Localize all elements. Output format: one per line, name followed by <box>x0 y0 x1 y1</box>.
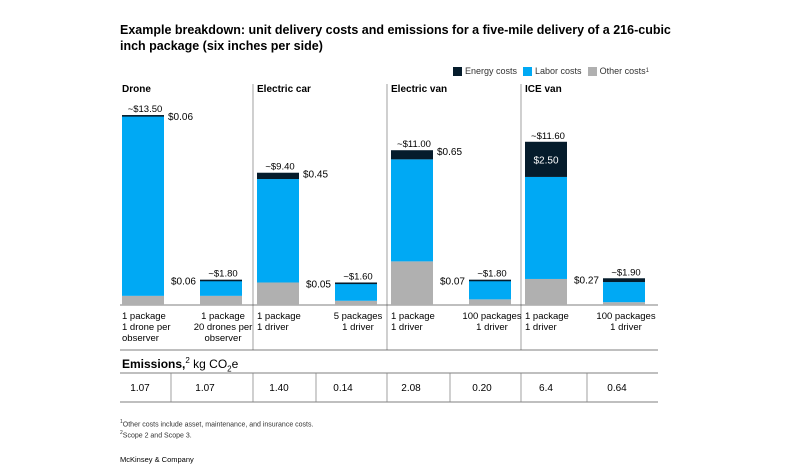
drone-bar-1-category-line-3: observer <box>122 333 159 344</box>
legend-label-labor: Labor costs <box>535 66 582 76</box>
ice-van-bar-2-category-line-1: 100 packages <box>596 311 655 322</box>
group-title-drone: Drone <box>122 84 151 95</box>
legend-item-labor: Labor costs <box>523 66 582 76</box>
group-title-ice-van: ICE van <box>525 84 562 95</box>
chart-title: Example breakdown: unit delivery costs a… <box>120 23 671 53</box>
footnote-2: 2Scope 2 and Scope 3. <box>120 429 313 440</box>
legend-item-other: Other costs 1 <box>587 66 649 76</box>
electric-van-bar-1-category-line-2: 1 driver <box>391 322 423 333</box>
ice-van-bar-1-total-label: ~$11.60 <box>531 131 565 142</box>
drone-bar-2-total-label: ~$1.80 <box>208 269 237 280</box>
brand-logo-text: McKinsey & Company <box>120 455 194 464</box>
electric-van-bar-2-emissions-value: 0.20 <box>472 383 492 394</box>
electric-car-bar-2-total-label: ~$1.60 <box>343 271 372 282</box>
emissions-label-text: Emissions, <box>122 357 186 371</box>
footnotes: 1Other costs include asset, maintenance,… <box>120 418 313 441</box>
electric-car-bar-2-emissions-value: 0.14 <box>333 383 353 394</box>
electric-car-bar-1-total-label: ~$9.40 <box>265 162 294 173</box>
group-title-electric-car: Electric car <box>257 84 311 95</box>
drone-bar-2-category-line-3: observer <box>205 333 242 344</box>
ice-van-bar-2-emissions-value: 0.64 <box>607 383 627 394</box>
ice-van-bar-2-other-segment <box>603 302 645 305</box>
legend-swatch-other <box>587 66 597 76</box>
electric-car-bar-1-energy-segment <box>257 172 299 180</box>
drone-bar-1-other-segment <box>122 295 164 305</box>
electric-van-bar-2-energy-label: $0.07 <box>440 277 465 288</box>
drone-bar-1-energy-label: $0.06 <box>168 112 193 123</box>
drone-bar-1-labor-segment <box>122 115 164 296</box>
emissions-unit: kg CO <box>193 357 228 371</box>
electric-van-bar-2-labor-segment <box>469 280 511 300</box>
electric-car-bar-2-other-segment <box>335 300 377 305</box>
electric-van-bar-1-category-line-1: 1 package <box>391 311 435 322</box>
drone-bar-2-energy-label: $0.06 <box>171 277 196 288</box>
footnote-1-mark: 1 <box>120 419 123 425</box>
drone-bar-1-total-label: ~$13.50 <box>128 104 163 115</box>
legend-label-energy: Energy costs <box>465 66 518 76</box>
drone-bar-2-labor-segment <box>200 280 242 296</box>
electric-car-bar-2-energy-segment <box>335 282 377 285</box>
footnote-1-text: Other costs include asset, maintenance, … <box>122 421 314 429</box>
ice-van-bar-1-emissions-value: 6.4 <box>539 383 553 394</box>
electric-car-bar-2-category-line-2: 1 driver <box>342 322 374 333</box>
footnote-2-mark: 2 <box>120 430 123 437</box>
electric-van-bar-2-other-segment <box>469 299 511 305</box>
electric-van-bar-1-energy-segment <box>391 150 433 160</box>
ice-van-bar-2-energy-segment <box>603 278 645 283</box>
electric-van-bar-1-total-label: ~$11.00 <box>397 139 431 150</box>
drone-bar-2-category-line-2: 20 drones per <box>194 322 253 333</box>
drone-bar-1-category-line-2: 1 drone per <box>122 322 171 333</box>
ice-van-bar-1-category-line-1: 1 package <box>525 311 569 322</box>
ice-van-bar-1-energy-label: $2.50 <box>533 155 558 166</box>
drone-bar-1-category-line-1: 1 package <box>122 311 166 322</box>
electric-van-bar-1-labor-segment <box>391 159 433 262</box>
electric-van-bar-2-total-label: ~$1.80 <box>477 269 506 280</box>
electric-van-bar-1-emissions-value: 2.08 <box>401 383 421 394</box>
electric-car-bar-2-energy-label: $0.05 <box>306 279 331 290</box>
chart-legend: Energy costs Labor costs Other costs 1 <box>453 64 655 78</box>
electric-car-bar-1-category-line-2: 1 driver <box>257 322 289 333</box>
ice-van-bar-1-other-segment <box>525 278 567 305</box>
electric-car-bar-1-other-segment <box>257 282 299 305</box>
electric-van-bar-2-energy-segment <box>469 279 511 282</box>
drone-bar-1-emissions-value: 1.07 <box>130 383 150 394</box>
legend-swatch-energy <box>453 66 462 76</box>
emissions-row-label: Emissions,2 kg CO2e <box>122 356 238 373</box>
footnote-1: 1Other costs include asset, maintenance,… <box>120 418 313 429</box>
electric-van-bar-1-other-segment <box>391 261 433 305</box>
electric-car-bar-1-emissions-value: 1.40 <box>269 383 289 394</box>
legend-footnote-mark: 1 <box>645 68 649 74</box>
drone-bar-2-energy-segment <box>200 279 242 282</box>
ice-van-bar-2-category-line-2: 1 driver <box>610 322 642 333</box>
group-title-electric-van: Electric van <box>391 84 447 95</box>
electric-car-bar-1-energy-label: $0.45 <box>303 170 328 181</box>
electric-car-bar-1-labor-segment <box>257 179 299 283</box>
drone-bar-1-energy-segment <box>122 115 164 117</box>
electric-van-bar-1-energy-label: $0.65 <box>437 147 462 158</box>
ice-van-bar-1-energy-segment <box>525 141 567 177</box>
drone-bar-2-category-line-1: 1 package <box>201 311 245 322</box>
ice-van-bar-2-energy-label: $0.27 <box>574 275 599 286</box>
electric-car-bar-1-category-line-1: 1 package <box>257 311 301 322</box>
drone-bar-2-other-segment <box>200 295 242 305</box>
electric-car-bar-2-labor-segment <box>335 283 377 301</box>
emissions-unit-tail: e <box>231 357 239 371</box>
ice-van-bar-2-total-label: ~$1.90 <box>611 267 640 278</box>
drone-bar-2-emissions-value: 1.07 <box>195 383 215 394</box>
footnote-2-text: Scope 2 and Scope 3. <box>122 432 192 440</box>
legend-label-other: Other costs <box>599 66 646 76</box>
ice-van-bar-2-labor-segment <box>603 282 645 303</box>
electric-van-bar-2-category-line-2: 1 driver <box>476 322 508 333</box>
emissions-unit-sub: 2 <box>227 364 232 374</box>
electric-car-bar-2-category-line-1: 5 packages <box>334 311 383 322</box>
ice-van-bar-1-labor-segment <box>525 176 567 279</box>
electric-van-bar-2-category-line-1: 100 packages <box>462 311 521 322</box>
ice-van-bar-1-category-line-2: 1 driver <box>525 322 557 333</box>
legend-swatch-labor <box>523 66 533 76</box>
emissions-footnote-mark: 2 <box>185 356 190 365</box>
legend-item-energy: Energy costs <box>453 66 517 76</box>
